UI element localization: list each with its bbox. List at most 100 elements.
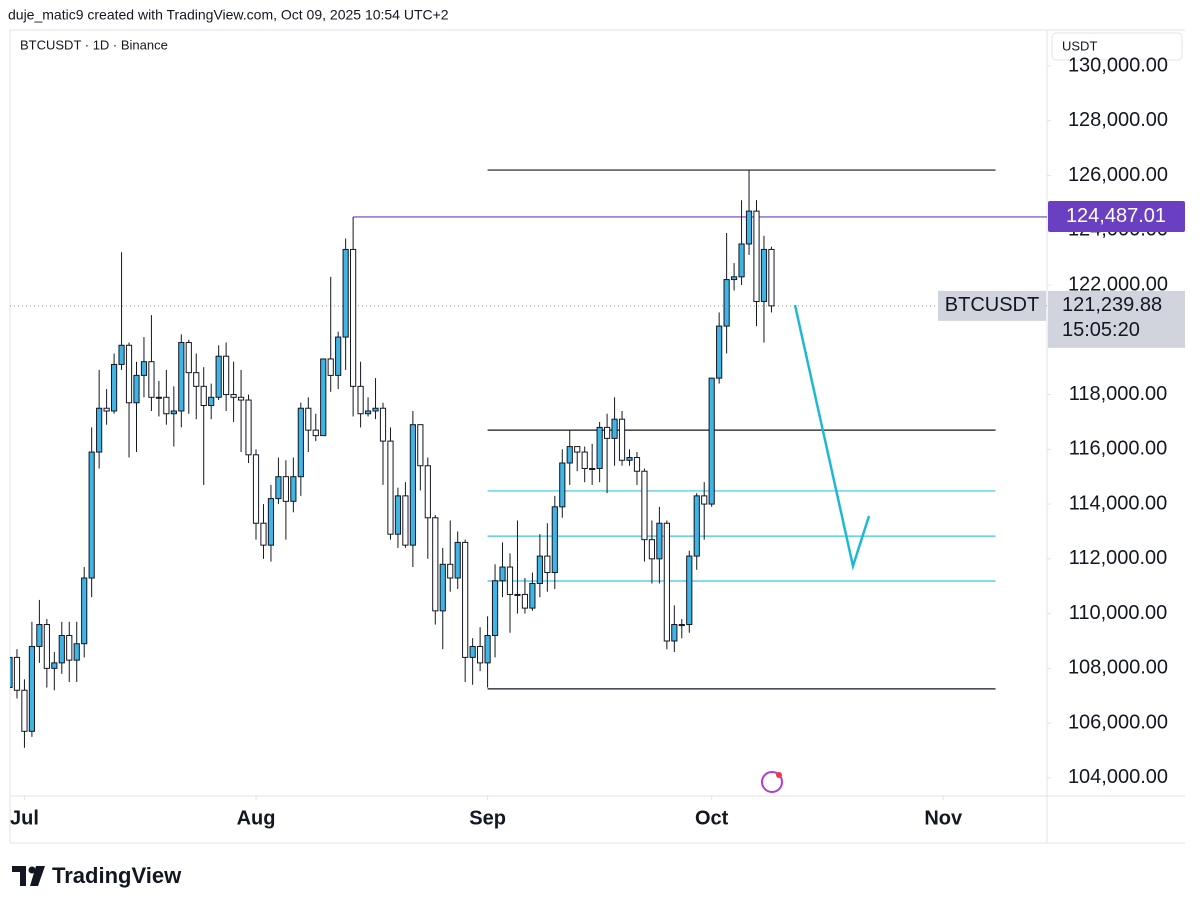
level-label: 124,487.01 [1066,205,1166,227]
logo [12,866,45,886]
candle-body [574,446,581,453]
candle-body [379,407,387,442]
y-tick-label: 106,000.00 [1068,711,1168,733]
candle-body [133,374,140,404]
candle-body [21,689,28,732]
y-tick-label: 104,000.00 [1068,766,1168,788]
x-tick-label: Jul [10,807,39,829]
candle-body [290,476,297,502]
symbol-label: BTCUSDT [945,294,1039,316]
candle-body [708,377,715,505]
candle-body [477,645,484,664]
x-tick-label: Aug [237,807,276,829]
y-tick-label: 130,000.00 [1068,54,1168,76]
candle-body [678,624,685,627]
candle-body [693,495,700,557]
candle-body [716,325,723,379]
candle-body [671,624,678,642]
candle-body [320,358,327,437]
candle-body [193,372,200,387]
candle-body [686,555,693,626]
candle-body [215,355,222,398]
candle-body [656,522,663,560]
footer-brand: TradingView [52,863,182,888]
event-dot [776,772,782,778]
candle-body [110,363,118,412]
candle-body [394,495,402,535]
candle-body [73,643,80,661]
candle-body [701,495,708,505]
candle-body [43,624,50,669]
candle-body [521,593,529,609]
candle-body [559,462,566,508]
candle-body [633,457,641,472]
candle-body [364,410,372,415]
candle-body [648,539,656,560]
candle-body [768,248,775,307]
y-tick-label: 114,000.00 [1069,492,1168,514]
candle-body [484,635,491,664]
candle-body [58,635,65,664]
y-tick-label: 110,000.00 [1069,602,1168,624]
candle-body [13,656,21,691]
y-tick-label: 126,000.00 [1068,164,1168,186]
candle-body [305,407,312,431]
candle-body [663,522,670,642]
candle-body [66,635,73,661]
candle-body [641,470,648,541]
candle-body [596,426,603,469]
projection-arrow [793,304,871,571]
currency: USDT [1062,38,1097,53]
candle-body [454,541,461,579]
candle-body [372,407,379,412]
candle-body [28,645,36,732]
plot [10,169,1047,748]
candle-body [10,656,13,689]
candle-body [618,418,626,461]
x-tick-label: Oct [695,807,729,829]
candle-body [335,336,342,376]
candle-body [611,418,618,439]
y-tick-label: 118,000.00 [1069,383,1168,405]
x-tick-label: Nov [924,807,963,829]
subtitle: BTCUSDT · 1D · Binance [20,37,168,52]
candle-body [96,407,103,453]
symbol-box [938,290,1046,321]
candle-body [581,451,588,469]
candle-body [469,645,476,658]
candle-body [604,426,611,439]
candle-body [566,446,573,464]
candle-body [312,429,319,437]
y-tick-label: 112,000.00 [1069,547,1168,569]
candle-body [88,451,95,579]
candle-body [544,555,551,574]
candle-body [267,498,275,546]
candle-body [738,243,745,278]
y-tick-label: 116,000.00 [1069,438,1168,460]
candle-body [51,662,58,669]
candle-body [357,385,364,415]
candle-body [551,506,558,574]
candle-body [350,248,357,387]
candle-body [185,342,192,374]
candle-body [223,355,230,396]
candle-body [125,344,133,404]
event-icon [761,771,783,793]
candle-body [140,361,148,376]
candle-body [163,396,170,415]
candle-body [409,424,416,546]
price-box [1048,290,1185,348]
candle-body [237,396,245,401]
candle-body [230,394,237,398]
y-tick-label: 122,000.00 [1068,273,1168,295]
candle-body [252,454,260,524]
header: duje_matic9 created with TradingView.com… [8,7,449,23]
candle-body [200,385,207,407]
candle-body [723,279,730,327]
candle-body [275,476,282,500]
candle-body [439,563,446,612]
candle-body [499,566,506,582]
candle-body [760,248,768,302]
candle-body [148,361,155,398]
